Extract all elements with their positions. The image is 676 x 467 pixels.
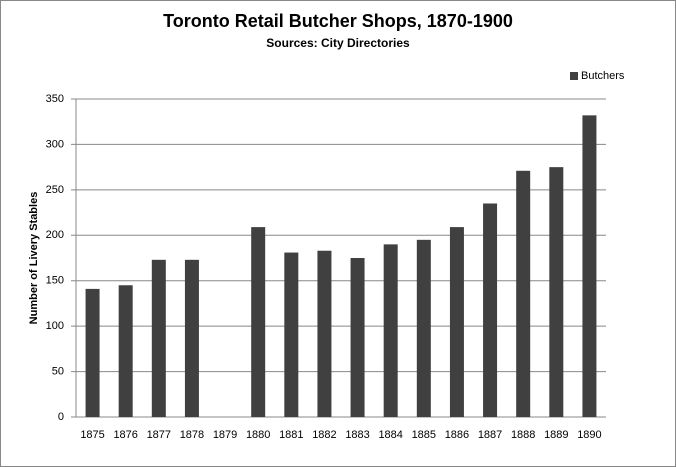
bar [317,250,332,417]
x-tick-label: 1889 [544,429,568,441]
bar [516,170,531,417]
x-tick-label: 1890 [577,429,601,441]
bar [184,259,199,417]
x-tick-label: 1876 [113,429,137,441]
x-tick-label: 1884 [378,429,402,441]
x-tick-label: 1882 [312,429,336,441]
bar [449,227,464,417]
chart-subtitle: Sources: City Directories [266,36,410,50]
x-tick-label: 1883 [345,429,369,441]
x-tick-label: 1886 [445,429,469,441]
x-tick-label: 1877 [147,429,171,441]
y-tick-label: 300 [46,138,64,150]
bar [284,252,299,417]
bar [350,258,365,417]
x-tick-label: 1875 [80,429,104,441]
x-tick-label: 1879 [213,429,237,441]
bar [251,227,266,417]
x-tick-label: 1887 [478,429,502,441]
bar [118,285,133,417]
bar [483,203,498,417]
y-tick-label: 0 [58,411,64,423]
y-tick-label: 100 [46,320,64,332]
x-tick-label: 1881 [279,429,303,441]
bar [85,288,100,417]
y-tick-label: 250 [46,184,64,196]
x-tick-label: 1885 [412,429,436,441]
legend-label: Butchers [581,70,625,82]
x-tick-label: 1880 [246,429,270,441]
y-tick-label: 200 [46,229,64,241]
y-tick-label: 150 [46,275,64,287]
bar [549,167,564,417]
x-tick-label: 1888 [511,429,535,441]
legend-swatch [570,72,578,80]
chart-title: Toronto Retail Butcher Shops, 1870-1900 [163,11,513,31]
y-tick-label: 350 [46,93,64,105]
bar [383,244,398,417]
bar [151,259,166,417]
bar [582,115,597,418]
y-tick-label: 50 [52,365,64,377]
x-tick-label: 1878 [180,429,204,441]
y-axis-label: Number of Livery Stables [28,192,40,325]
bar [416,239,431,417]
